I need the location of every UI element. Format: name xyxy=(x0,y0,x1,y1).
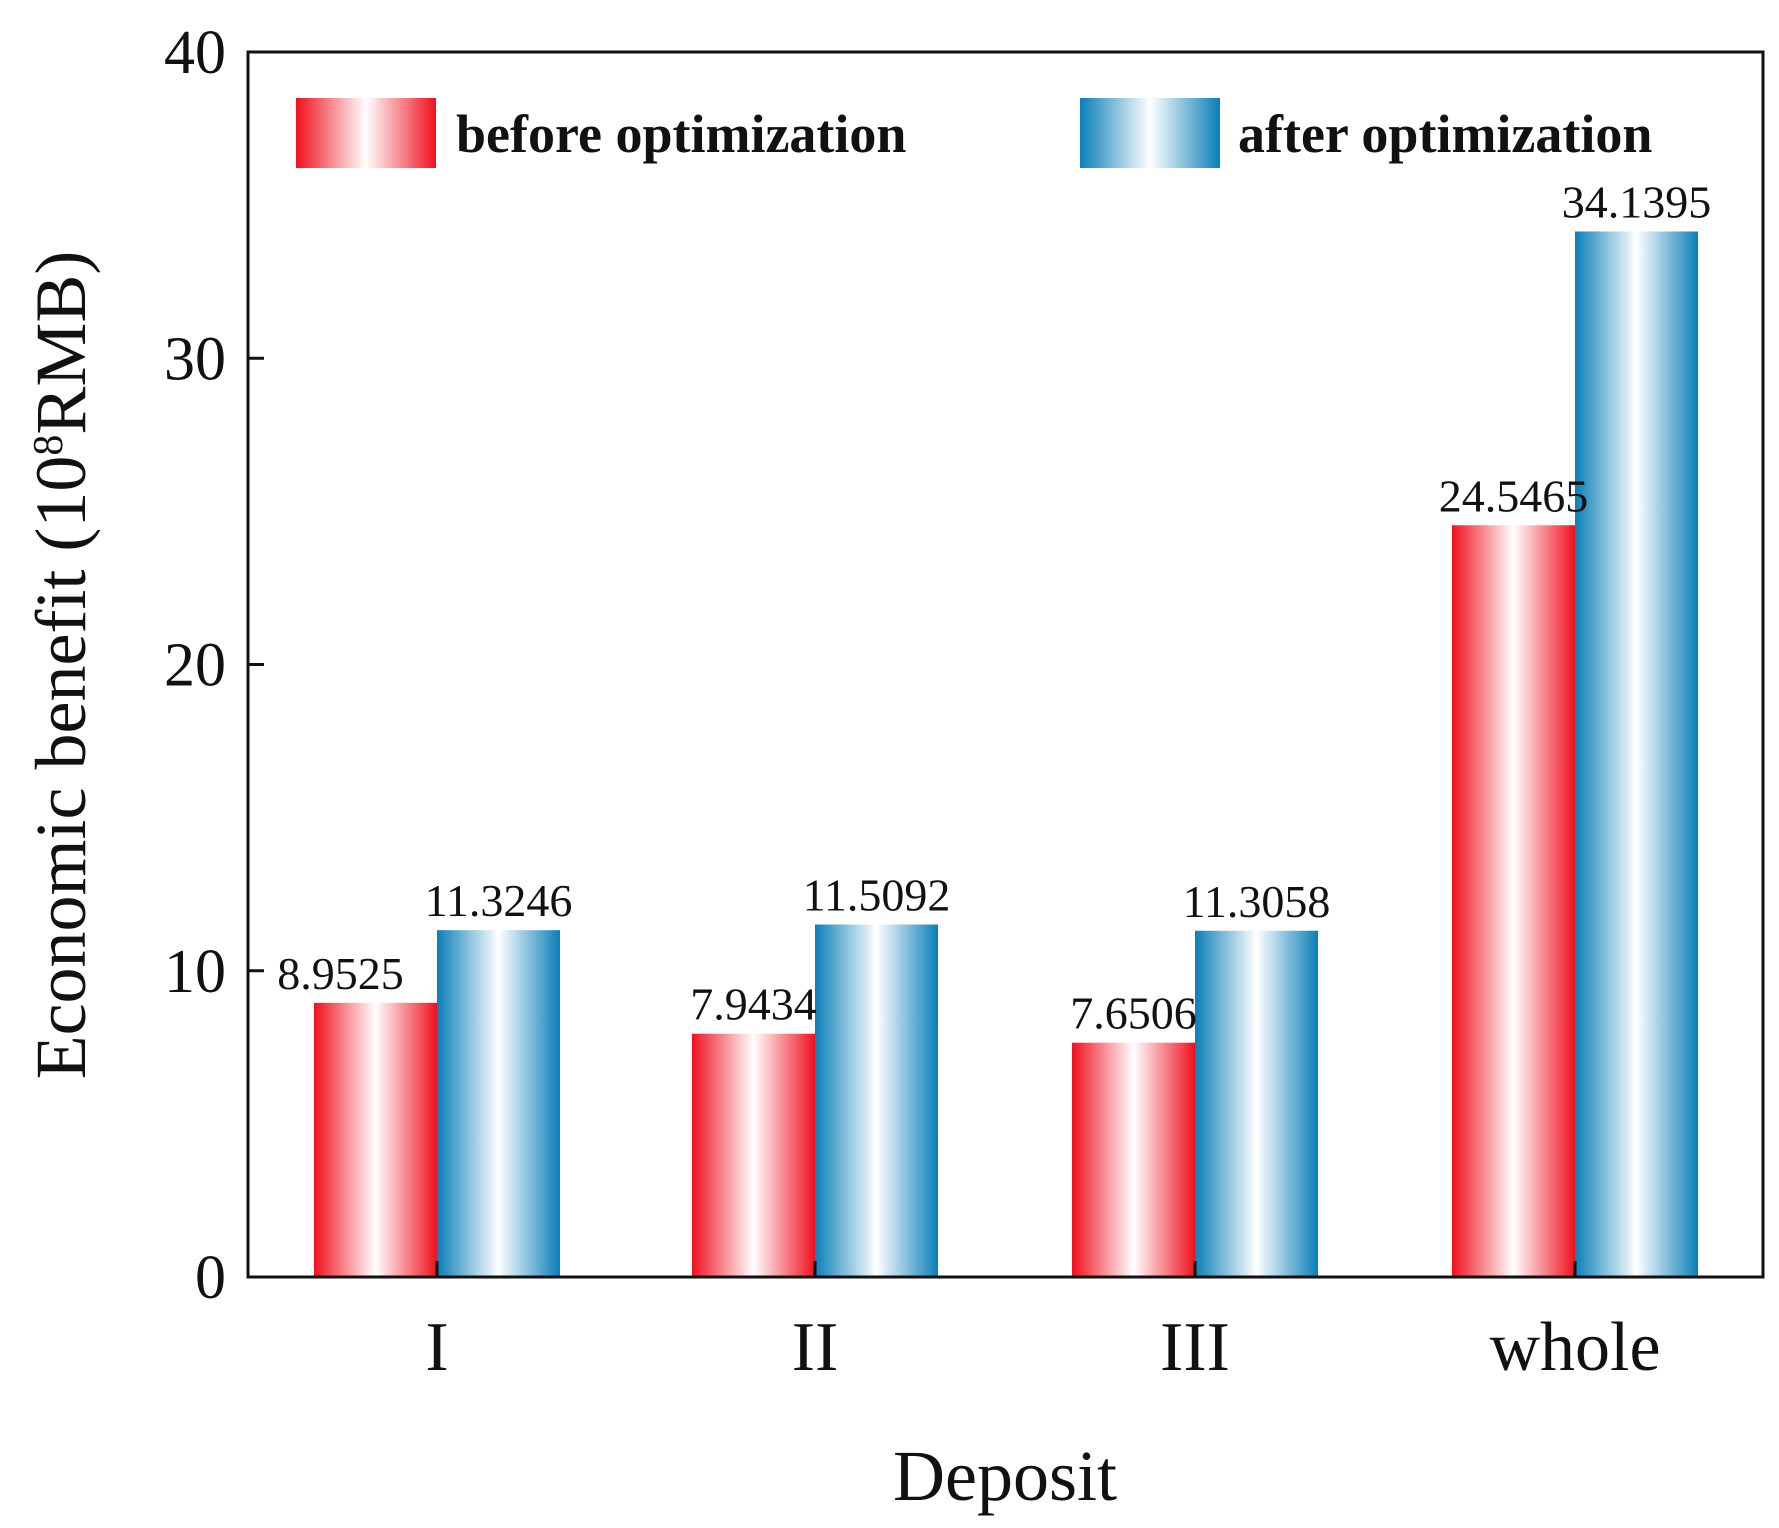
data-label-after-iii: 11.3058 xyxy=(1183,876,1331,927)
x-axis: I II III whole xyxy=(425,1261,1661,1386)
data-label-before-iii: 7.6506 xyxy=(1070,988,1197,1039)
y-tick-label: 0 xyxy=(195,1244,226,1312)
data-label-after-ii: 11.5092 xyxy=(803,870,951,921)
y-axis: 0 10 20 30 40 xyxy=(164,19,264,1312)
y-axis-title-exponent: 8 xyxy=(26,435,72,456)
legend-swatch-before xyxy=(296,98,436,168)
data-label-before-i: 8.9525 xyxy=(277,948,404,999)
bars-layer xyxy=(314,231,1698,1278)
data-label-after-whole: 34.1395 xyxy=(1562,176,1712,227)
x-tick-label: II xyxy=(792,1309,839,1386)
x-tick-label: I xyxy=(425,1309,448,1386)
legend: before optimization after optimization xyxy=(296,98,1652,168)
data-label-after-i: 11.3246 xyxy=(425,875,573,926)
legend-label-before: before optimization xyxy=(456,104,906,164)
bar-after-iii xyxy=(1195,930,1318,1277)
y-axis-title-suffix: RMB) xyxy=(21,251,101,435)
legend-swatch-after xyxy=(1080,98,1220,168)
x-axis-title: Deposit xyxy=(893,1436,1117,1516)
y-tick-label: 20 xyxy=(164,632,226,700)
y-axis-title: Economic benefit (108RMB) xyxy=(21,251,101,1080)
y-axis-title-prefix: Economic benefit (10 xyxy=(21,456,101,1080)
bar-after-whole xyxy=(1575,231,1698,1278)
bar-before-iii xyxy=(1072,1042,1195,1277)
y-tick-label: 30 xyxy=(164,325,226,393)
x-tick-label: III xyxy=(1160,1309,1230,1386)
bar-before-whole xyxy=(1452,525,1575,1277)
bar-after-ii xyxy=(815,924,938,1277)
x-tick-label: whole xyxy=(1489,1309,1660,1386)
bar-after-i xyxy=(437,930,560,1277)
data-label-before-ii: 7.9434 xyxy=(690,979,817,1030)
bar-before-ii xyxy=(692,1033,815,1277)
y-tick-label: 40 xyxy=(164,19,226,87)
bar-before-i xyxy=(314,1002,437,1277)
data-labels-layer: 8.9525 11.3246 7.9434 11.5092 7.6506 11.3058 2… xyxy=(277,176,1711,1038)
legend-label-after: after optimization xyxy=(1238,104,1652,164)
data-label-before-whole: 24.5465 xyxy=(1439,470,1589,521)
y-tick-label: 10 xyxy=(164,938,226,1006)
